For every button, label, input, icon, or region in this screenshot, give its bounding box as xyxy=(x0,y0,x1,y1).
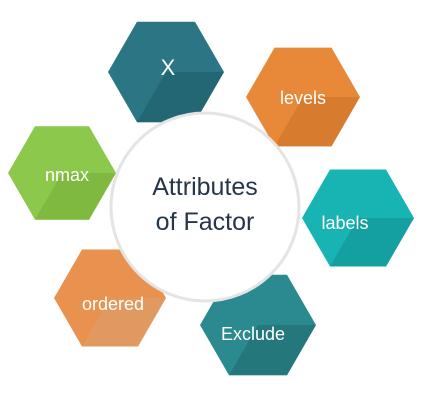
hexagon-x-shade xyxy=(137,72,224,123)
hexagon-exclude-label: Exclude xyxy=(221,324,285,344)
hexagon-levels: levels xyxy=(246,47,360,147)
hexagon-labels: labels xyxy=(302,169,414,267)
hexagon-exclude-shade xyxy=(229,325,316,376)
hexagon-ordered-label: ordered xyxy=(82,294,144,314)
hexagon-nmax-label: nmax xyxy=(45,165,89,185)
hexagon-labels-shade xyxy=(330,218,414,267)
hexagon-levels-shade xyxy=(274,97,360,147)
hexagon-exclude: Exclude xyxy=(200,274,316,376)
hexagon-labels-label: labels xyxy=(321,213,368,233)
center-title-line2: of Factor xyxy=(156,208,255,236)
hexagon-x-label: X xyxy=(161,55,176,80)
hexagon-nmax: nmax xyxy=(8,126,116,220)
center-title-line1: Attributes xyxy=(152,173,258,201)
hexagon-x: X xyxy=(108,21,224,123)
hexagon-ordered-shade xyxy=(82,298,166,347)
center-circle: Attributes of Factor xyxy=(109,111,301,303)
hexagon-nmax-shade xyxy=(35,173,116,220)
hexagon-levels-label: levels xyxy=(280,88,326,108)
